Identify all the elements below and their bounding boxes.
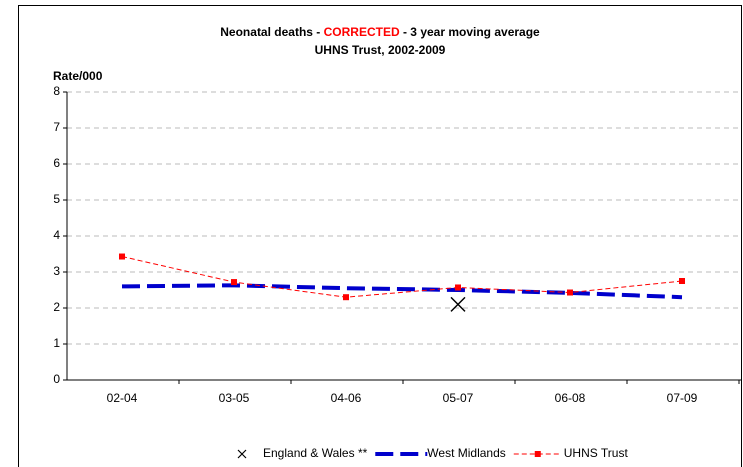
x-tick-label: 02-04 [107,391,138,405]
chart-subtitle: UHNS Trust, 2002-2009 [315,43,446,57]
legend-label: England & Wales ** [263,446,368,460]
marker-square [119,253,125,260]
y-tick-label: 4 [53,228,60,242]
series-line [121,256,683,298]
marker-square [679,278,685,284]
marker-square [455,284,461,291]
title-segment: - 3 year moving average [400,25,540,39]
y-tick-label: 5 [53,192,60,206]
y-tick-label: 8 [53,84,60,98]
legend-label: West Midlands [427,446,505,460]
y-tick-label: 6 [53,156,60,170]
y-tick-label: 3 [53,264,60,278]
y-tick-label: 2 [53,300,60,314]
title-segment: CORRECTED [324,25,400,39]
legend-marker [237,449,247,459]
y-tick-label: 7 [53,120,60,134]
legend-marker [534,451,541,457]
x-tick-label: 05-07 [443,391,474,405]
title-segment: Neonatal deaths - [220,25,323,39]
x-tick-label: 06-08 [555,391,586,405]
series-line [121,283,683,300]
y-tick-label: 0 [53,372,60,386]
y-tick-label: 1 [53,336,60,350]
x-tick-label: 04-06 [331,391,362,405]
marker-square [231,279,237,286]
y-axis-label: Rate/000 [53,69,103,83]
x-tick-label: 03-05 [219,391,250,405]
legend-label: UHNS Trust [564,446,629,460]
marker-square [343,294,349,301]
marker-square [567,289,573,296]
chart-title: Neonatal deaths - CORRECTED - 3 year mov… [220,25,540,39]
x-tick-label: 07-09 [667,391,698,405]
marker-x [450,296,466,312]
